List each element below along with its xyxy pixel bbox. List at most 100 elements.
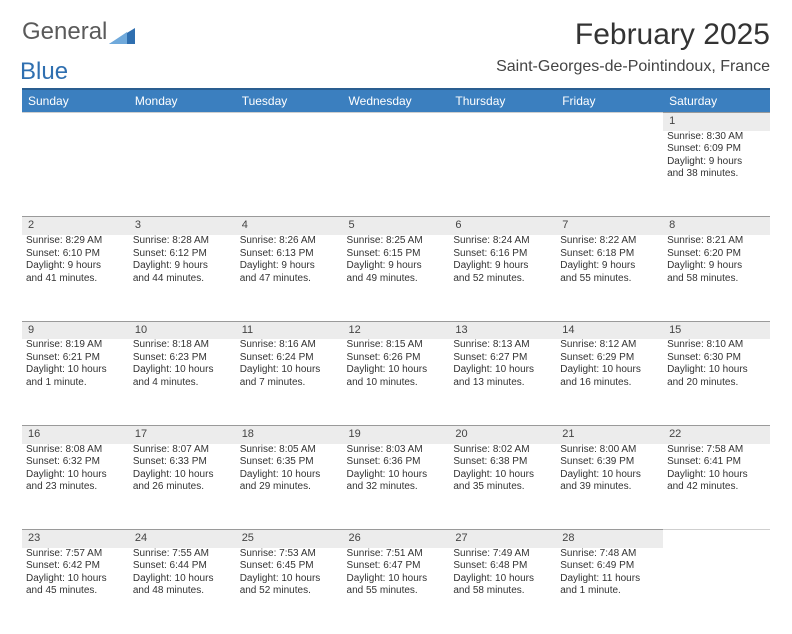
day-number: 4: [236, 217, 343, 235]
sunrise-text: Sunrise: 8:16 AM: [240, 339, 339, 352]
day1-text: Daylight: 9 hours: [560, 260, 659, 273]
day-number: [556, 113, 663, 131]
day2-text: and 1 minute.: [560, 585, 659, 598]
day1-text: Daylight: 10 hours: [240, 469, 339, 482]
day-number: 3: [129, 217, 236, 235]
sunset-text: Sunset: 6:23 PM: [133, 352, 232, 365]
day-number-row: 232425262728: [22, 530, 770, 548]
calendar-cell: Sunrise: 7:58 AMSunset: 6:41 PMDaylight:…: [663, 444, 770, 530]
calendar-cell: Sunrise: 8:19 AMSunset: 6:21 PMDaylight:…: [22, 339, 129, 425]
day2-text: and 29 minutes.: [240, 481, 339, 494]
sunset-text: Sunset: 6:10 PM: [26, 248, 125, 261]
day-number: 1: [663, 113, 770, 131]
sunrise-text: Sunrise: 7:58 AM: [667, 444, 766, 457]
sunset-text: Sunset: 6:09 PM: [667, 143, 766, 156]
day-number: 8: [663, 217, 770, 235]
calendar-table: Sunday Monday Tuesday Wednesday Thursday…: [22, 88, 770, 634]
calendar-cell: Sunrise: 8:08 AMSunset: 6:32 PMDaylight:…: [22, 444, 129, 530]
calendar-cell: [556, 131, 663, 217]
calendar-cell: Sunrise: 7:55 AMSunset: 6:44 PMDaylight:…: [129, 548, 236, 634]
calendar-cell: Sunrise: 8:18 AMSunset: 6:23 PMDaylight:…: [129, 339, 236, 425]
day1-text: Daylight: 10 hours: [453, 364, 552, 377]
sunrise-text: Sunrise: 8:00 AM: [560, 444, 659, 457]
sunrise-text: Sunrise: 7:55 AM: [133, 548, 232, 561]
day-number: 26: [343, 530, 450, 548]
day2-text: and 10 minutes.: [347, 377, 446, 390]
day1-text: Daylight: 9 hours: [667, 156, 766, 169]
day1-text: Daylight: 9 hours: [347, 260, 446, 273]
calendar-cell: Sunrise: 8:15 AMSunset: 6:26 PMDaylight:…: [343, 339, 450, 425]
calendar-cell: Sunrise: 8:21 AMSunset: 6:20 PMDaylight:…: [663, 235, 770, 321]
day1-text: Daylight: 10 hours: [133, 469, 232, 482]
weekday-header: Saturday: [663, 89, 770, 113]
day1-text: Daylight: 10 hours: [240, 364, 339, 377]
sunset-text: Sunset: 6:18 PM: [560, 248, 659, 261]
day-number-row: 16171819202122: [22, 425, 770, 443]
calendar-cell: Sunrise: 8:03 AMSunset: 6:36 PMDaylight:…: [343, 444, 450, 530]
sunset-text: Sunset: 6:32 PM: [26, 456, 125, 469]
day2-text: and 49 minutes.: [347, 273, 446, 286]
sunset-text: Sunset: 6:24 PM: [240, 352, 339, 365]
day2-text: and 23 minutes.: [26, 481, 125, 494]
sunset-text: Sunset: 6:42 PM: [26, 560, 125, 573]
day2-text: and 13 minutes.: [453, 377, 552, 390]
day1-text: Daylight: 9 hours: [667, 260, 766, 273]
calendar-cell: [22, 131, 129, 217]
sunrise-text: Sunrise: 8:03 AM: [347, 444, 446, 457]
day1-text: Daylight: 10 hours: [667, 469, 766, 482]
day2-text: and 35 minutes.: [453, 481, 552, 494]
sunrise-text: Sunrise: 8:29 AM: [26, 235, 125, 248]
sunrise-text: Sunrise: 8:24 AM: [453, 235, 552, 248]
day-number: 23: [22, 530, 129, 548]
calendar-cell: Sunrise: 8:12 AMSunset: 6:29 PMDaylight:…: [556, 339, 663, 425]
sunrise-text: Sunrise: 8:18 AM: [133, 339, 232, 352]
day2-text: and 38 minutes.: [667, 168, 766, 181]
day-number: 14: [556, 321, 663, 339]
sunset-text: Sunset: 6:16 PM: [453, 248, 552, 261]
sunset-text: Sunset: 6:12 PM: [133, 248, 232, 261]
calendar-cell: [663, 548, 770, 634]
day-number: [129, 113, 236, 131]
day1-text: Daylight: 10 hours: [26, 364, 125, 377]
sunset-text: Sunset: 6:45 PM: [240, 560, 339, 573]
day-number: 15: [663, 321, 770, 339]
day-number: 17: [129, 425, 236, 443]
day-number: [236, 113, 343, 131]
calendar-cell: Sunrise: 8:05 AMSunset: 6:35 PMDaylight:…: [236, 444, 343, 530]
day-number: [449, 113, 556, 131]
sunrise-text: Sunrise: 8:22 AM: [560, 235, 659, 248]
calendar-cell: Sunrise: 8:10 AMSunset: 6:30 PMDaylight:…: [663, 339, 770, 425]
weekday-header: Monday: [129, 89, 236, 113]
weekday-header: Tuesday: [236, 89, 343, 113]
day1-text: Daylight: 10 hours: [347, 469, 446, 482]
sunrise-text: Sunrise: 8:07 AM: [133, 444, 232, 457]
day2-text: and 16 minutes.: [560, 377, 659, 390]
sunset-text: Sunset: 6:44 PM: [133, 560, 232, 573]
weekday-header-row: Sunday Monday Tuesday Wednesday Thursday…: [22, 89, 770, 113]
calendar-cell: Sunrise: 8:28 AMSunset: 6:12 PMDaylight:…: [129, 235, 236, 321]
day-number: 19: [343, 425, 450, 443]
calendar-cell: Sunrise: 8:16 AMSunset: 6:24 PMDaylight:…: [236, 339, 343, 425]
sunrise-text: Sunrise: 8:28 AM: [133, 235, 232, 248]
sunset-text: Sunset: 6:33 PM: [133, 456, 232, 469]
calendar-cell: Sunrise: 8:24 AMSunset: 6:16 PMDaylight:…: [449, 235, 556, 321]
sunrise-text: Sunrise: 8:21 AM: [667, 235, 766, 248]
day2-text: and 58 minutes.: [667, 273, 766, 286]
day1-text: Daylight: 9 hours: [26, 260, 125, 273]
sunset-text: Sunset: 6:48 PM: [453, 560, 552, 573]
weekday-header: Friday: [556, 89, 663, 113]
sunset-text: Sunset: 6:39 PM: [560, 456, 659, 469]
sunrise-text: Sunrise: 8:13 AM: [453, 339, 552, 352]
calendar-cell: Sunrise: 7:49 AMSunset: 6:48 PMDaylight:…: [449, 548, 556, 634]
sunset-text: Sunset: 6:21 PM: [26, 352, 125, 365]
weekday-header: Sunday: [22, 89, 129, 113]
location-label: Saint-Georges-de-Pointindoux, France: [496, 58, 770, 76]
sunset-text: Sunset: 6:36 PM: [347, 456, 446, 469]
day-number: 5: [343, 217, 450, 235]
day-number: 28: [556, 530, 663, 548]
brand-text-1: General: [22, 18, 107, 45]
day-number: 20: [449, 425, 556, 443]
day2-text: and 47 minutes.: [240, 273, 339, 286]
sunset-text: Sunset: 6:15 PM: [347, 248, 446, 261]
sunset-text: Sunset: 6:47 PM: [347, 560, 446, 573]
